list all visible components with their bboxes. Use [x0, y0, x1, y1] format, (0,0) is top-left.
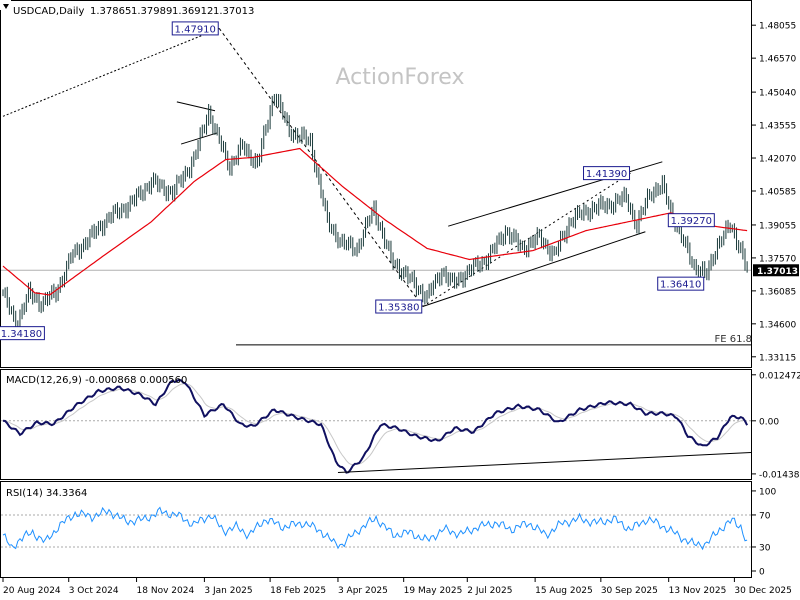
price-tick-label: 1.39055 [759, 221, 796, 231]
rsi-tick-label: 100 [759, 487, 776, 497]
chart-header: USDCAD,Daily 1.37865 1.37989 1.36912 1.3… [0, 0, 254, 17]
time-tick-label: 30 Dec 2025 [734, 586, 792, 596]
price-panel-frame [0, 0, 752, 368]
level-label: 1.36410 [660, 280, 701, 291]
rsi-tick-label: 30 [759, 543, 771, 553]
level-label-box [0, 326, 45, 341]
time-tick-label: 18 Feb 2025 [270, 586, 326, 596]
rsi-lines: 100 70 30 0 [1, 487, 776, 578]
time-tick-label: 3 Jan 2025 [204, 586, 252, 596]
price-axis-ticks: 1.48055 1.46570 1.45040 1.43555 1.42070 1.405… [752, 22, 796, 363]
macd-panel[interactable]: 0.012472 0.00 -0.014389 MACD(12,26,9) -0.0… [0, 369, 800, 481]
fe-label: FE 61.8 [714, 334, 752, 345]
price-panel[interactable]: ActionForex 1.48055 1.46570 1.45040 1.43555… [0, 0, 799, 368]
ohlc-low: 1.36912 [172, 6, 213, 17]
price-tick-label: 1.48055 [759, 22, 796, 32]
level-labels: 1.47910 1.41390 1.39270 1.36410 1.35380 1.341… [0, 21, 715, 341]
rsi-tick-label: 70 [759, 511, 771, 521]
channel-lower-line [422, 231, 646, 307]
moving-average-line [2, 147, 748, 296]
price-tick-label: 1.34600 [759, 320, 796, 330]
rsi-line [2, 506, 748, 551]
current-price-label: 1.37013 [757, 267, 798, 277]
current-price-box [753, 264, 799, 277]
level-label-box [171, 21, 219, 36]
price-tick-label: 1.37570 [759, 254, 796, 264]
triangle-lower-line [180, 132, 218, 145]
price-tick-label: 1.42070 [759, 155, 796, 165]
time-tick-label: 2 Jul 2025 [467, 586, 512, 596]
time-tick-label: 13 Nov 2025 [669, 586, 727, 596]
macd-panel-frame [0, 369, 752, 480]
fibonacci-leg-line [422, 172, 631, 307]
price-tick-label: 1.45040 [759, 89, 796, 99]
time-tick-label: 15 Aug 2025 [535, 586, 593, 596]
rsi-label: RSI(14) 34.3364 [6, 488, 87, 499]
time-tick-label: 3 Oct 2024 [69, 586, 119, 596]
level-label-box [657, 276, 705, 291]
macd-tick-label: -0.014389 [759, 470, 800, 480]
watermark: ActionForex [336, 65, 465, 90]
price-tick-label: 1.33115 [759, 353, 796, 363]
level-label: 1.34180 [1, 329, 42, 340]
price-bars [2, 93, 748, 335]
time-tick-label: 18 Nov 2024 [137, 586, 195, 596]
macd-label: MACD(12,26,9) -0.000868 0.000560 [6, 375, 187, 386]
macd-trendline [337, 452, 752, 473]
dropdown-arrow-icon [3, 4, 9, 9]
projection-line-dotted [2, 27, 220, 117]
time-tick-label: 30 Sep 2025 [601, 586, 658, 596]
time-tick-label: 3 Apr 2025 [338, 586, 388, 596]
price-tick-label: 1.46570 [759, 55, 796, 65]
price-overlays: 1.37013 [1, 27, 799, 346]
macd-tick-label: 0.012472 [759, 371, 800, 381]
price-tick-label: 1.43555 [759, 122, 796, 132]
time-tick-label: 20 Aug 2024 [3, 586, 61, 596]
level-label-box [583, 166, 631, 181]
macd-lines: 0.012472 0.00 -0.014389 [1, 371, 800, 480]
macd-tick-label: 0.00 [759, 417, 779, 427]
rsi-tick-label: 0 [759, 568, 765, 578]
symbol-timeframe: USDCAD,Daily [13, 6, 84, 17]
level-label: 1.35380 [378, 303, 419, 314]
rsi-panel[interactable]: 100 70 30 0 RSI(14) 34.3364 [0, 481, 777, 578]
level-label: 1.39270 [671, 216, 712, 227]
time-axis: 20 Aug 2024 3 Oct 2024 18 Nov 2024 3 Jan 20… [2, 578, 792, 596]
rsi-panel-frame [0, 481, 752, 578]
level-label: 1.41390 [586, 169, 627, 180]
time-tick-label: 19 May 2025 [404, 586, 463, 596]
ohlc-open: 1.37865 [90, 6, 131, 17]
level-label-box [667, 213, 715, 228]
ohlc-close: 1.37013 [213, 6, 254, 17]
level-label-box [375, 299, 423, 314]
macd-line [2, 378, 748, 474]
price-tick-label: 1.40585 [759, 187, 796, 197]
level-label: 1.47910 [175, 24, 216, 35]
price-tick-label: 1.36085 [759, 287, 796, 297]
ohlc-high: 1.37989 [131, 6, 172, 17]
